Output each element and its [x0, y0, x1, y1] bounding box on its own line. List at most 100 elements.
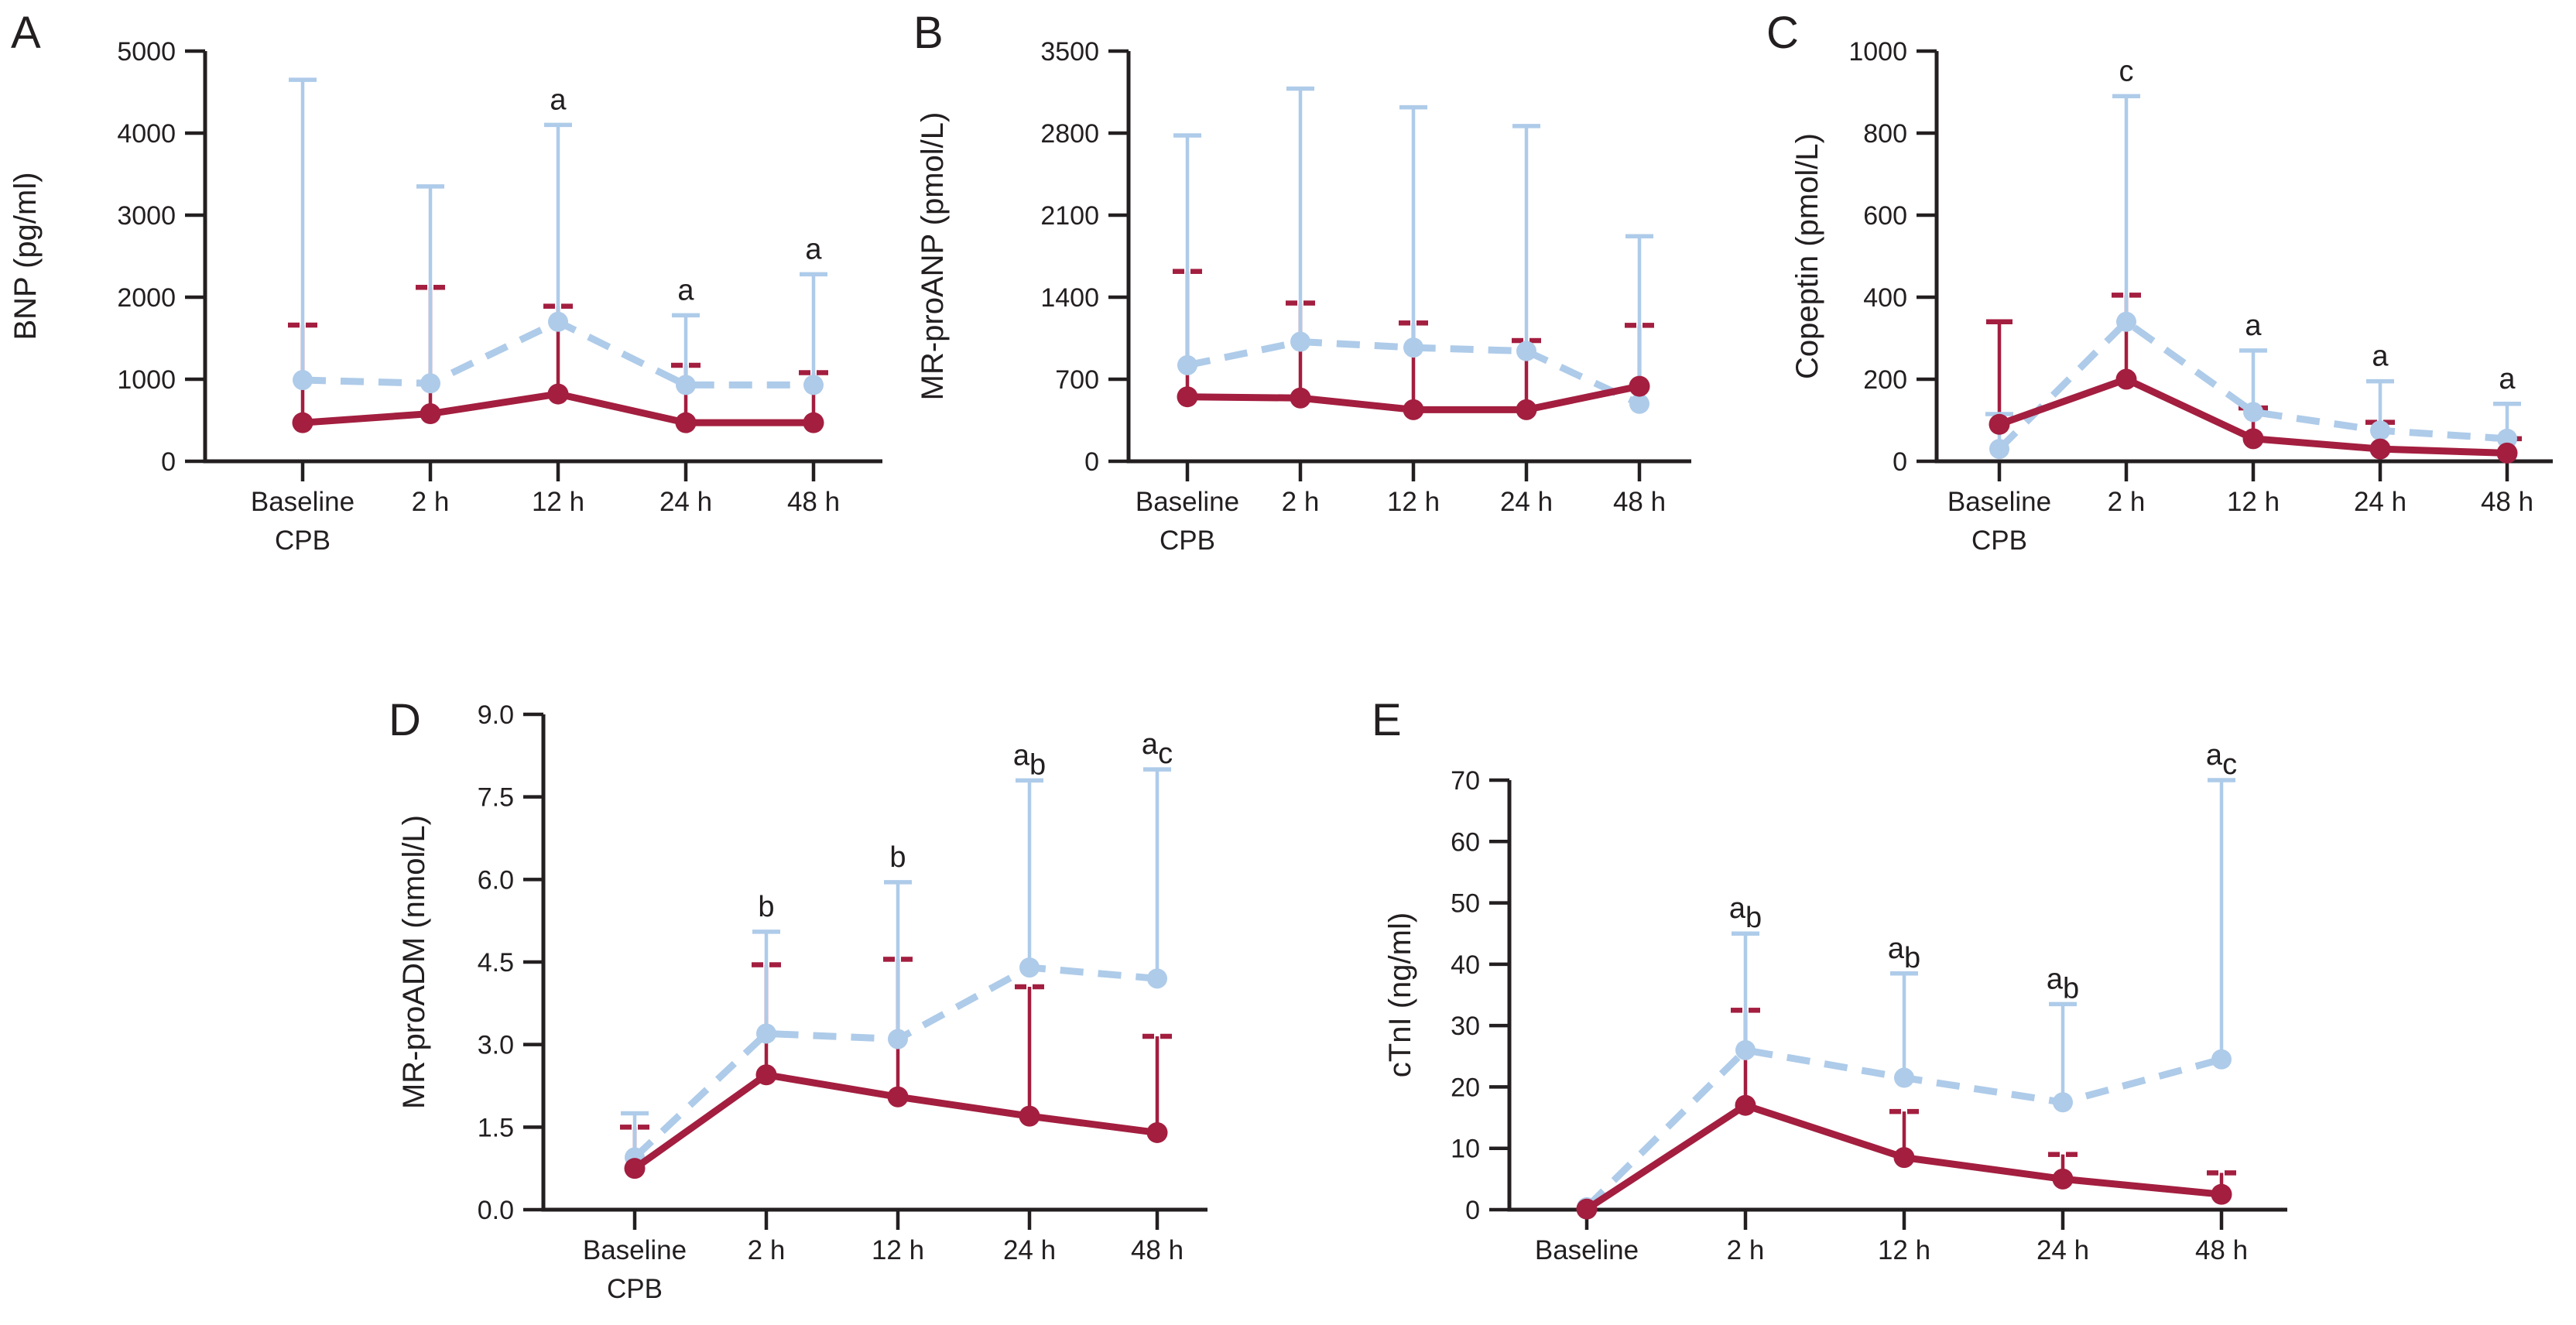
blue-data-point-marker — [2370, 420, 2390, 441]
y-tick-label: 30 — [1451, 1012, 1480, 1041]
x-tick-label: 24 h — [2354, 487, 2406, 517]
blue-data-point-marker — [1989, 439, 2009, 460]
red-data-point-marker — [2115, 368, 2137, 390]
significance-label: b — [889, 841, 906, 874]
y-tick-label: 800 — [1863, 119, 1907, 149]
y-tick-label: 1.5 — [478, 1113, 514, 1142]
red-data-point-marker — [2242, 428, 2264, 450]
y-tick-label: 9.0 — [478, 700, 514, 730]
y-tick-label: 0 — [1893, 447, 1907, 477]
x-tick-label: 12 h — [532, 487, 584, 517]
blue-data-point-marker — [1403, 337, 1423, 358]
y-tick-label: 200 — [1863, 365, 1907, 395]
blue-data-point-marker — [548, 311, 568, 332]
panel-B: B 0 700 1400 2100 2800 3500 MR-proANP (pmol/L) B… — [913, 8, 1691, 556]
x-tick-label: 24 h — [659, 487, 712, 517]
blue-data-point-marker — [756, 1023, 776, 1044]
panel-letter: D — [389, 695, 421, 745]
blue-data-point-marker — [1629, 393, 1649, 414]
y-tick-label: 20 — [1451, 1073, 1480, 1102]
red-data-point-marker — [1629, 375, 1650, 397]
red-data-point-marker — [624, 1158, 646, 1179]
y-axis-title: cTnI (ng/ml) — [1383, 912, 1417, 1077]
x-tick-label: 12 h — [1387, 487, 1440, 517]
y-tick-label: 70 — [1451, 766, 1480, 796]
red-data-point-marker — [755, 1064, 777, 1086]
y-tick-label: 700 — [1055, 365, 1099, 395]
x-tick-label: 2 h — [1282, 487, 1320, 517]
x-tick-label: Baseline — [1136, 487, 1239, 517]
blue-data-point-marker — [293, 370, 313, 391]
panel-letter: C — [1766, 8, 1799, 58]
significance-label: ab — [1729, 892, 1762, 934]
blue-data-point-marker — [1147, 968, 1167, 989]
red-data-point-marker — [1893, 1147, 1915, 1169]
y-tick-label: 0 — [161, 447, 176, 477]
red-data-point-marker — [420, 403, 441, 425]
y-tick-label: 60 — [1451, 827, 1480, 857]
y-tick-label: 40 — [1451, 950, 1480, 980]
y-tick-label: 600 — [1863, 201, 1907, 231]
dashed-blue-series-line — [632, 964, 1158, 1160]
x-tick-label: 24 h — [1003, 1235, 1056, 1265]
x-tick-sub-label: CPB — [607, 1274, 663, 1304]
red-data-point-marker — [1290, 387, 1311, 409]
significance-label: ac — [1142, 728, 1173, 770]
x-tick-label: 48 h — [787, 487, 840, 517]
significance-label: a — [677, 274, 694, 306]
red-data-point-marker — [1019, 1105, 1040, 1127]
x-tick-label: 2 h — [1727, 1235, 1765, 1265]
y-tick-label: 0 — [1465, 1196, 1480, 1225]
y-tick-label: 10 — [1451, 1135, 1480, 1164]
red-data-point-marker — [2369, 438, 2391, 460]
dashed-blue-series-line — [1996, 317, 2508, 452]
red-data-point-marker — [675, 412, 697, 433]
blue-data-point-marker — [2211, 1049, 2232, 1070]
x-tick-label: 48 h — [2195, 1235, 2248, 1265]
x-tick-label: 48 h — [1613, 487, 1666, 517]
x-tick-label: Baseline — [1535, 1235, 1639, 1265]
x-tick-label: Baseline — [251, 487, 355, 517]
y-tick-label: 5000 — [117, 37, 176, 67]
y-tick-label: 1000 — [117, 365, 176, 395]
blue-data-point-marker — [1894, 1067, 1914, 1088]
red-data-point-marker — [1403, 399, 1424, 420]
blue-data-point-marker — [803, 375, 824, 395]
y-axis-title: MR-proADM (nmol/L) — [397, 815, 431, 1109]
blue-data-point-marker — [420, 373, 440, 394]
blue-data-point-marker — [1735, 1039, 1756, 1060]
blue-data-point-marker — [1177, 354, 1197, 375]
y-tick-label: 0.0 — [478, 1196, 514, 1225]
blue-data-point-marker — [1516, 341, 1536, 361]
y-tick-label: 3000 — [117, 201, 176, 231]
y-tick-label: 4000 — [117, 119, 176, 149]
significance-label: a — [2499, 363, 2516, 395]
red-data-point-marker — [547, 383, 569, 405]
significance-label: a — [805, 233, 822, 265]
significance-label: ab — [1013, 739, 1046, 781]
red-data-point-marker — [1146, 1121, 1168, 1143]
y-tick-label: 400 — [1863, 283, 1907, 313]
y-tick-label: 3500 — [1040, 37, 1099, 67]
x-tick-sub-label: CPB — [1971, 526, 2027, 556]
panel-letter: B — [913, 8, 944, 58]
panel-A: A 0 1000 2000 3000 4000 5000 BNP (pg/ml) Baselin… — [9, 8, 882, 556]
significance-label: ac — [2206, 739, 2237, 781]
x-tick-sub-label: CPB — [275, 526, 331, 556]
x-tick-sub-label: CPB — [1160, 526, 1215, 556]
panel-letter: E — [1372, 695, 1402, 745]
red-data-point-marker — [1735, 1094, 1756, 1116]
blue-data-point-marker — [888, 1029, 908, 1049]
y-tick-label: 2800 — [1040, 119, 1099, 149]
red-data-point-marker — [2496, 442, 2518, 464]
x-tick-label: Baseline — [583, 1235, 687, 1265]
x-tick-label: 2 h — [412, 487, 450, 517]
red-data-point-marker — [803, 412, 824, 433]
red-data-point-marker — [1516, 399, 1537, 420]
blue-data-point-marker — [2116, 311, 2136, 332]
red-data-point-marker — [2211, 1183, 2232, 1205]
y-tick-label: 3.0 — [478, 1031, 514, 1060]
red-data-point-marker — [292, 412, 313, 433]
